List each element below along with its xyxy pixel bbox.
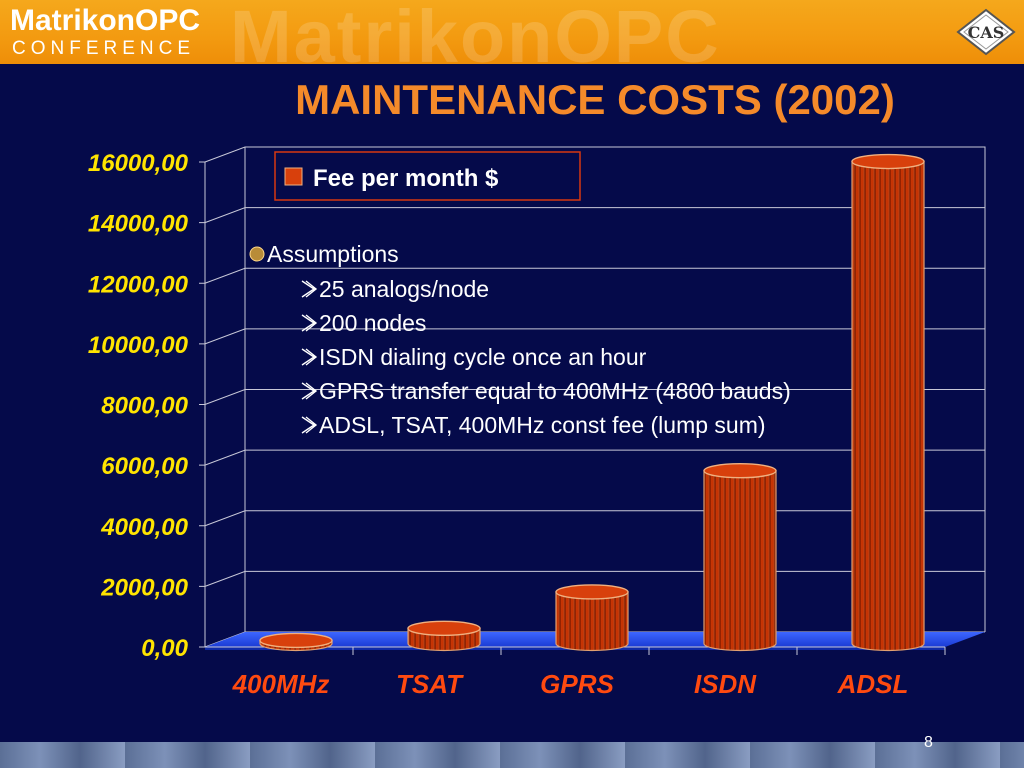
gridline — [204, 449, 985, 466]
assumption-item: GPRS transfer equal to 400MHz (4800 baud… — [319, 378, 791, 404]
y-tick-label: 14000,00 — [88, 211, 189, 238]
x-tick-label: ISDN — [694, 669, 757, 699]
bar-top — [259, 632, 333, 649]
y-tick-label: 0,00 — [141, 635, 188, 662]
legend-swatch — [284, 167, 303, 186]
y-tick-label: 6000,00 — [101, 453, 188, 480]
y-tick-label: 12000,00 — [88, 271, 189, 298]
y-tick-label: 8000,00 — [101, 393, 188, 420]
logo-wordmark: MatrikonOPC — [10, 4, 201, 37]
y-tick-label: 2000,00 — [100, 574, 188, 601]
bar-top — [407, 620, 481, 637]
assumption-item: ISDN dialing cycle once an hour — [319, 344, 647, 370]
bar-body — [555, 591, 629, 652]
assumption-item: 200 nodes — [319, 310, 426, 336]
cas-logo-text: CAS — [968, 23, 1005, 42]
y-tick-label: 16000,00 — [88, 150, 189, 177]
y-tick-label: 4000,00 — [100, 514, 188, 541]
bar-body — [851, 160, 925, 652]
bar-top — [555, 584, 629, 600]
arrow-bullet-icon — [301, 348, 318, 366]
legend-label: Fee per month $ — [313, 165, 499, 192]
bar-ADSL — [851, 153, 925, 652]
slide-title: MAINTENANCE COSTS (2002) — [295, 76, 895, 123]
bars — [259, 153, 925, 652]
assumption-item: ADSL, TSAT, 400MHz const fee (lump sum) — [319, 412, 766, 438]
header-watermark: MatrikonOPC — [230, 0, 721, 78]
x-tick-label: ADSL — [837, 669, 909, 699]
bar-ISDN — [703, 463, 777, 652]
bar-body — [703, 470, 777, 652]
gridline — [204, 146, 985, 163]
assumption-item: 25 analogs/node — [319, 276, 489, 302]
page-number: 8 — [924, 734, 933, 751]
legend: Fee per month $ — [274, 151, 581, 201]
cas-logo: CAS — [956, 8, 1016, 56]
gridline — [204, 267, 985, 284]
arrow-bullet-icon — [301, 314, 318, 332]
bar-400MHz — [259, 632, 333, 652]
header-band: MatrikonOPC MatrikonOPC CONFERENCE — [0, 0, 1024, 78]
logo-subtitle: CONFERENCE — [12, 38, 196, 59]
x-tick-label: TSAT — [396, 669, 464, 699]
gridline — [204, 328, 985, 345]
bullet-icon — [249, 246, 265, 262]
y-tick-label: 10000,00 — [88, 332, 189, 359]
arrow-bullet-icon — [301, 280, 318, 298]
x-tick-label: 400MHz — [232, 669, 330, 699]
y-axis: 0,00 2000,00 4000,00 6000,00 8000,00 10000,00… — [88, 150, 205, 662]
bar-TSAT — [407, 620, 481, 652]
legend-box — [274, 151, 581, 201]
gridline — [204, 207, 985, 224]
bar-top — [851, 153, 925, 170]
x-tick-label: GPRS — [540, 669, 614, 699]
footer-strip — [0, 742, 1024, 768]
bar-top — [703, 463, 777, 479]
arrow-bullet-icon — [301, 382, 318, 400]
arrow-bullet-icon — [301, 416, 318, 434]
gridline — [204, 389, 985, 405]
x-axis: 400MHz TSAT GPRS ISDN ADSL — [232, 647, 946, 699]
bar-GPRS — [555, 584, 629, 652]
assumptions-box: Assumptions 25 analogs/node 200 nodes ISDN … — [249, 241, 791, 438]
assumptions-heading: Assumptions — [267, 241, 399, 267]
